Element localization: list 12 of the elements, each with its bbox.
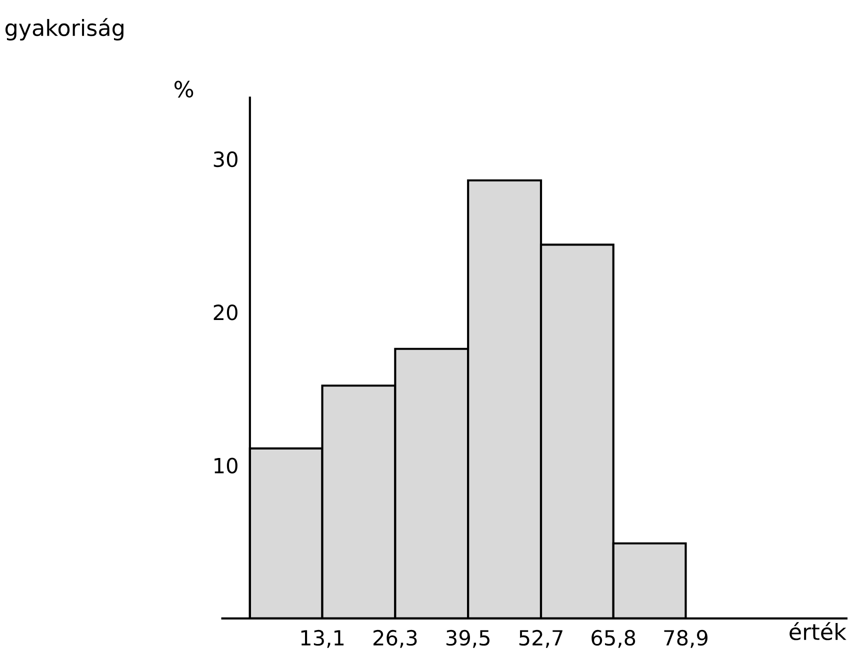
x-tick-label: 78,9 [664,630,708,648]
x-tick-label: 65,8 [592,630,636,648]
y-tick-label: 20 [214,304,238,320]
text: gyakoriság [6,18,124,40]
x-tick-label: 39,5 [446,630,490,648]
text: % [174,80,194,98]
x-axis-title: érték [790,622,846,640]
y-tick-label: 30 [214,151,238,168]
x-tick-label: 26,3 [374,630,417,648]
y-tick-label: 10 [214,458,238,474]
x-tick-label: 13,1 [301,630,344,648]
x-tick-label: 52,7 [519,630,562,648]
